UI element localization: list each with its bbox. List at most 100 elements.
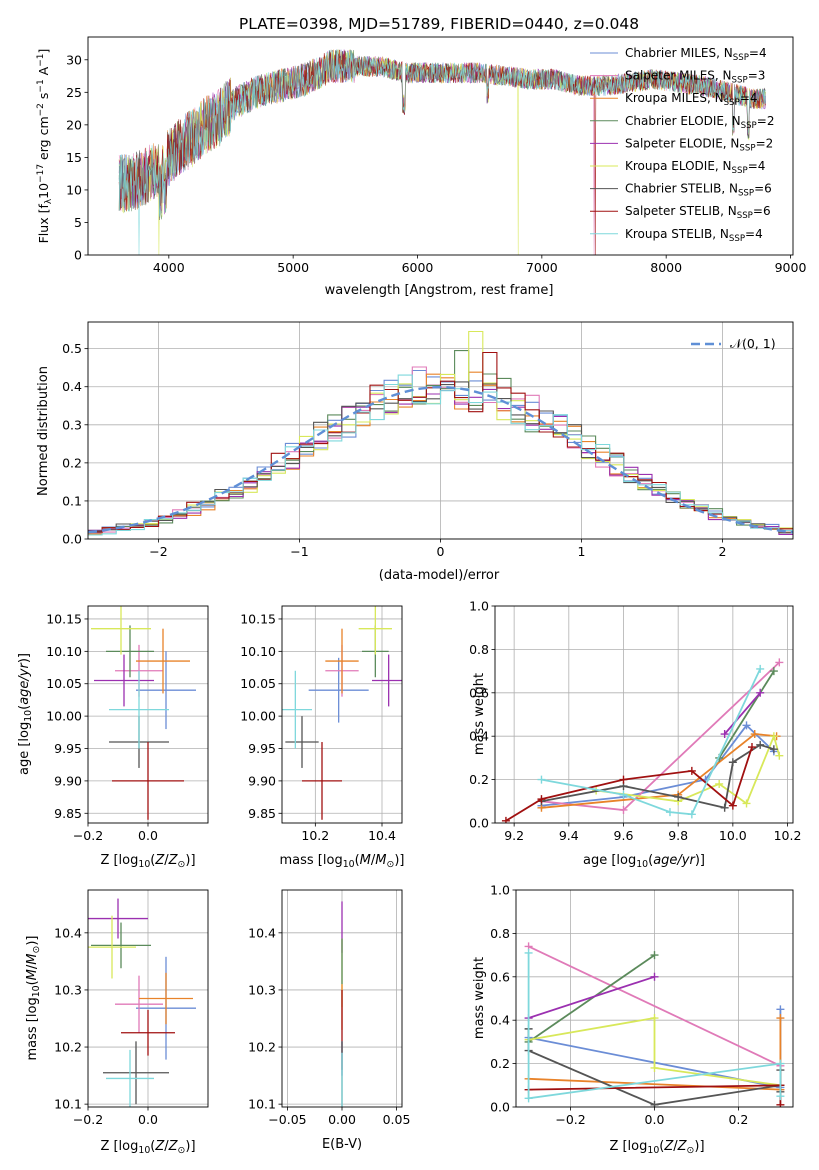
hist-xtick-label-1: −1 — [290, 544, 308, 559]
weight-z-ytick-label-5: 1.0 — [490, 883, 510, 898]
age-mass-ytick-label-1: 9.90 — [248, 773, 276, 788]
weight-age-marker-7-3 — [687, 766, 696, 775]
hist-reference-curve — [88, 385, 793, 534]
weight-age-xlabel: age [log10(age/yr)] — [583, 853, 705, 870]
mass-z-xtick-label-0: −0.2 — [73, 1112, 103, 1127]
age-z-ytick-label-1: 9.90 — [54, 773, 82, 788]
weight-z-xtick-label-2: 0.2 — [728, 1112, 748, 1127]
mass-z-ytick-label-2: 10.3 — [54, 982, 82, 997]
mass-ebv-xtick-label-2: 0.05 — [383, 1112, 411, 1127]
weight-age-xtick-label-3: 9.8 — [668, 828, 688, 843]
weight-age-marker-3-1 — [769, 667, 778, 676]
mass-ebv-xtick-label-0: −0.05 — [268, 1112, 306, 1127]
spectrum-ytick-label-2: 10 — [66, 182, 82, 197]
age-z-ytick-label-0: 9.85 — [54, 806, 82, 821]
hist-ytick-label-5: 0.5 — [62, 341, 82, 356]
weight-z-marker-7-2 — [776, 1100, 785, 1107]
weight-z-marker-0-2 — [776, 1005, 785, 1014]
weight-age-xtick-label-5: 10.2 — [774, 828, 802, 843]
weight-age-marker-7-5 — [747, 743, 756, 752]
hist-frame — [87, 321, 794, 540]
spectrum-ytick-label-5: 25 — [66, 85, 82, 100]
spectrum-xtick-label-1: 5000 — [277, 260, 309, 275]
weight-z-marker-8-3 — [776, 1092, 785, 1101]
age-z-ytick-label-2: 9.95 — [54, 741, 82, 756]
weight-age-marker-5-2 — [715, 779, 724, 788]
weight-z-ytick-label-2: 0.4 — [490, 1013, 510, 1028]
weight-z-line-8 — [527, 952, 782, 1100]
weight-age-plot-area — [495, 606, 793, 823]
mass-z-ytick-label-0: 10.1 — [54, 1097, 82, 1112]
age-z-plot-area — [88, 606, 208, 823]
weight-z-marker-8-1 — [524, 1094, 533, 1103]
mass-ebv-ytick-label-3: 10.4 — [248, 925, 276, 940]
age-z-ytick-label-5: 10.10 — [46, 644, 82, 659]
weight-age-marker-8-0 — [537, 775, 546, 784]
weight-age-marker-7-4 — [728, 801, 737, 810]
weight-z-ytick-label-0: 0.0 — [490, 1100, 510, 1115]
weight-z-line-3 — [528, 954, 656, 1043]
mass-ebv-ytick-label-2: 10.3 — [248, 982, 276, 997]
weight-age-marker-6-6 — [769, 745, 778, 754]
weight-age-ylabel: mass weight — [472, 673, 487, 755]
mass-ebv-frame — [281, 889, 403, 1108]
spectrum-ytick-label-4: 20 — [66, 117, 82, 132]
weight-z-marker-3-1 — [650, 951, 659, 960]
weight-age-ytick-label-0: 0.0 — [469, 816, 489, 831]
weight-age-marker-6-5 — [756, 740, 765, 749]
hist-legend-label: 𝒩(0, 1) — [730, 336, 776, 351]
weight-z-plot-area — [516, 890, 793, 1107]
spectrum-legend-label-5: Kroupa ELODIE, NSSP=4 — [625, 159, 765, 176]
weight-age-marker-0-3 — [742, 721, 751, 730]
age-z-xlabel: Z [log10(Z/Z⊙)] — [100, 853, 195, 870]
weight-z-marker-5-2 — [650, 1063, 659, 1072]
weight-z-marker-6-2 — [650, 1100, 659, 1107]
age-mass-xlabel: mass [log10(M/M⊙)] — [280, 853, 405, 870]
mass-z-frame — [87, 889, 209, 1108]
age-z-frame — [87, 605, 209, 824]
weight-z-line-5 — [528, 1016, 781, 1087]
mass-ebv-plot-area — [282, 890, 402, 1107]
weight-z-frame — [515, 889, 794, 1108]
spectrum-xtick-label-3: 7000 — [526, 260, 558, 275]
mass-z-ytick-label-1: 10.2 — [54, 1040, 82, 1055]
mass-ebv-xtick-label-1: 0.00 — [328, 1112, 356, 1127]
weight-z-ytick-label-1: 0.2 — [490, 1056, 510, 1071]
weight-age-line-5 — [596, 733, 781, 805]
age-mass-ytick-label-5: 10.10 — [240, 644, 276, 659]
weight-age-xtick-label-4: 10.0 — [719, 828, 747, 843]
spectrum-legend-label-2: Kroupa MILES, NSSP=4 — [625, 91, 758, 108]
weight-age-line-3 — [718, 670, 775, 759]
weight-age-xtick-label-2: 9.6 — [614, 828, 634, 843]
age-mass-ytick-label-4: 10.05 — [240, 676, 276, 691]
weight-age-marker-5-5 — [775, 751, 784, 760]
mass-z-ytick-label-3: 10.4 — [54, 925, 82, 940]
age-z-xtick-label-1: 0.0 — [138, 828, 158, 843]
spectrum-legend-label-6: Chabrier STELIB, NSSP=6 — [625, 182, 772, 199]
weight-age-xtick-label-1: 9.4 — [559, 828, 579, 843]
age-z-ytick-label-3: 10.00 — [46, 709, 82, 724]
weight-age-marker-7-2 — [619, 775, 628, 784]
weight-z-marker-8-0 — [524, 948, 533, 957]
weight-z-ytick-label-4: 0.8 — [490, 926, 510, 941]
weight-age-marker-8-3 — [687, 810, 696, 819]
spectrum-legend-label-1: Salpeter MILES, NSSP=3 — [625, 69, 765, 86]
weight-age-marker-5-4 — [769, 732, 778, 741]
hist-xtick-label-0: −2 — [149, 544, 167, 559]
weight-age-line-2 — [541, 733, 777, 809]
figure-title: PLATE=0398, MJD=51789, FIBERID=0440, z=0… — [239, 15, 639, 33]
spectrum-ytick-label-3: 15 — [66, 150, 82, 165]
spectrum-ytick-label-6: 30 — [66, 52, 82, 67]
age-mass-plot-area — [282, 606, 402, 823]
mass-z-plot-area — [88, 890, 208, 1107]
age-mass-frame — [281, 605, 403, 824]
weight-age-marker-4-0 — [720, 730, 729, 739]
hist-ylabel: Normed distribution — [36, 366, 51, 496]
weight-z-marker-4-1 — [650, 972, 659, 981]
weight-z-marker-5-1 — [650, 1014, 659, 1023]
weight-age-line-7 — [505, 746, 753, 822]
age-mass-ytick-label-3: 10.00 — [240, 709, 276, 724]
age-mass-xtick-label-0: 10.2 — [301, 828, 329, 843]
